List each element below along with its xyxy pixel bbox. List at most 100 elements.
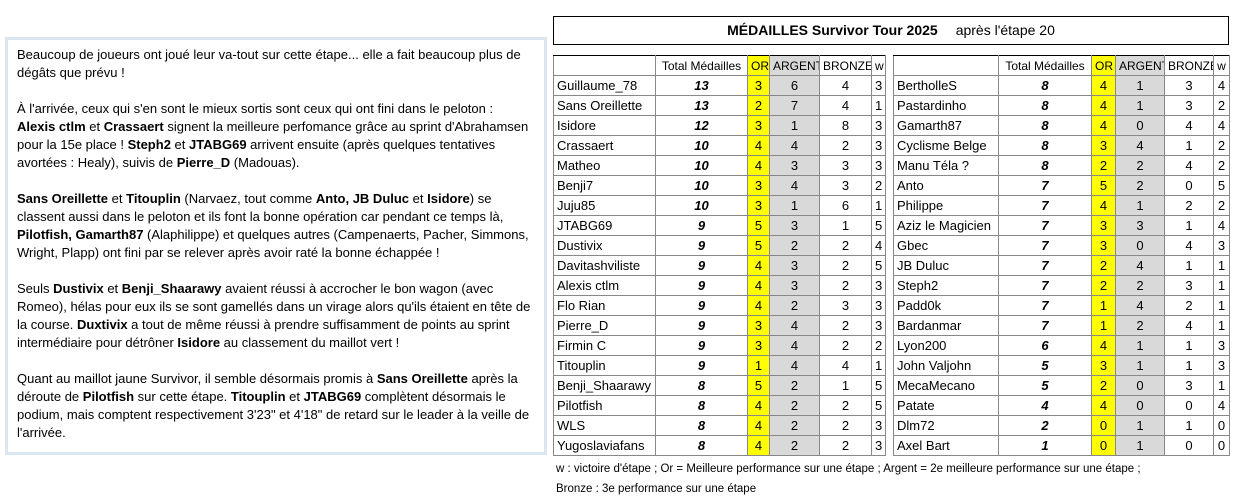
cell: 4 xyxy=(1091,195,1116,216)
player-name: JTABG69 xyxy=(553,215,656,236)
player-name: Crassaert xyxy=(553,135,656,156)
cell: 2 xyxy=(819,335,872,356)
row: Manu Téla ? 8 2 2 4 2 xyxy=(893,155,1230,176)
text-run: et xyxy=(170,137,189,152)
row: WLS 8 4 2 2 3 xyxy=(553,415,886,436)
bold-name: Isidore xyxy=(177,335,221,350)
cell: 4 xyxy=(747,435,770,456)
cell: 10 xyxy=(655,195,748,216)
paragraph: Beaucoup de joueurs ont joué leur va-tou… xyxy=(17,46,535,82)
cell: 0 xyxy=(1164,175,1214,196)
cell: 3 xyxy=(871,75,886,96)
bold-name: Benji_Shaarawy xyxy=(121,281,222,296)
row: Cyclisme Belge 8 3 4 1 2 xyxy=(893,135,1230,156)
cell: 4 xyxy=(747,275,770,296)
cell: 4 xyxy=(1164,315,1214,336)
cell: 1 xyxy=(1115,195,1165,216)
row: Patate 4 4 0 0 4 xyxy=(893,395,1230,416)
bold-name: Anto, JB Duluc xyxy=(315,191,410,206)
cell: 9 xyxy=(655,235,748,256)
cell: 3 xyxy=(871,295,886,316)
cell: 2 xyxy=(769,235,820,256)
cell: 2 xyxy=(1213,95,1230,116)
text-run: Beaucoup de joueurs ont joué leur va-tou… xyxy=(17,47,521,80)
cell: 5 xyxy=(871,255,886,276)
cell: 3 xyxy=(769,155,820,176)
player-name: Juju85 xyxy=(553,195,656,216)
cell: 9 xyxy=(655,295,748,316)
text-run: a tout de même réussi à prendre suffisam… xyxy=(17,317,510,350)
cell: 0 xyxy=(1164,395,1214,416)
cell: 3 xyxy=(1091,355,1116,376)
cell: 1 xyxy=(819,215,872,236)
cell: 3 xyxy=(1164,375,1214,396)
article-panel: Beaucoup de joueurs ont joué leur va-tou… xyxy=(5,37,547,455)
cell: 2 xyxy=(769,375,820,396)
cell: 5 xyxy=(747,375,770,396)
cell: 7 xyxy=(998,315,1092,336)
cell: 3 xyxy=(871,275,886,296)
cell: 1 xyxy=(1213,295,1230,316)
row: Anto 7 5 2 0 5 xyxy=(893,175,1230,196)
header-cell: Total Médailles xyxy=(655,55,748,76)
cell: 2 xyxy=(1213,195,1230,216)
cell: 2 xyxy=(819,395,872,416)
cell: 4 xyxy=(1213,395,1230,416)
player-name: Philippe xyxy=(893,195,999,216)
cell: 0 xyxy=(1115,235,1165,256)
cell: 5 xyxy=(998,375,1092,396)
player-name: Lyon200 xyxy=(893,335,999,356)
header-cell: Total Médailles xyxy=(998,55,1092,76)
player-name: Flo Rian xyxy=(553,295,656,316)
header-cell: OR xyxy=(1091,55,1116,76)
player-name: Titouplin xyxy=(553,355,656,376)
cell: 4 xyxy=(1115,135,1165,156)
cell: 0 xyxy=(1213,415,1230,436)
text-run: avaient réussi à accrocher le bon wagon … xyxy=(17,281,531,332)
cell: 3 xyxy=(1091,215,1116,236)
row: Flo Rian 9 4 2 3 3 xyxy=(553,295,886,316)
header-cell: ARGENT xyxy=(769,55,820,76)
bold-name: JTABG69 xyxy=(189,137,247,152)
cell: 1 xyxy=(1164,335,1214,356)
row: Dustivix 9 5 2 2 4 xyxy=(553,235,886,256)
cell: 1 xyxy=(1115,355,1165,376)
row: Benji_Shaarawy 8 5 2 1 5 xyxy=(553,375,886,396)
cell: 2 xyxy=(819,235,872,256)
player-name: Gamarth87 xyxy=(893,115,999,136)
row: Matheo 10 4 3 3 3 xyxy=(553,155,886,176)
cell: 3 xyxy=(769,215,820,236)
text-run: Quant au maillot jaune Survivor, il semb… xyxy=(17,371,377,386)
cell: 7 xyxy=(998,215,1092,236)
cell: 13 xyxy=(655,75,748,96)
cell: 2 xyxy=(819,315,872,336)
text-run: (Alaphilippe) et quelques autres (Campen… xyxy=(17,227,529,260)
text-run: (Madouas). xyxy=(230,155,300,170)
text-run: ) se classent aussi dans le peloton et i… xyxy=(17,191,504,224)
row: Steph2 7 2 2 3 1 xyxy=(893,275,1230,296)
cell: 0 xyxy=(1164,435,1214,456)
cell: 4 xyxy=(747,295,770,316)
bold-name: Duxtivix xyxy=(76,317,128,332)
cell: 3 xyxy=(1213,235,1230,256)
cell: 4 xyxy=(1213,215,1230,236)
player-name: Sans Oreillette xyxy=(553,95,656,116)
cell: 2 xyxy=(1115,315,1165,336)
footnote-line: Bronze : 3e performance sur une étape xyxy=(556,483,757,495)
cell: 3 xyxy=(1115,215,1165,236)
row: Axel Bart 1 0 1 0 0 xyxy=(893,435,1230,456)
paragraph: Quant au maillot jaune Survivor, il semb… xyxy=(17,370,535,442)
cell: 3 xyxy=(871,135,886,156)
text-run: arrivent ensuite (après quelques tentati… xyxy=(17,137,496,170)
cell: 3 xyxy=(871,435,886,456)
cell: 4 xyxy=(747,395,770,416)
cell: 0 xyxy=(1091,435,1116,456)
cell: 4 xyxy=(1164,115,1214,136)
header-cell xyxy=(893,55,999,76)
cell: 4 xyxy=(769,315,820,336)
cell: 3 xyxy=(747,335,770,356)
cell: 7 xyxy=(998,175,1092,196)
cell: 9 xyxy=(655,255,748,276)
bold-name: Titouplin xyxy=(230,389,286,404)
row: JTABG69 9 5 3 1 5 xyxy=(553,215,886,236)
